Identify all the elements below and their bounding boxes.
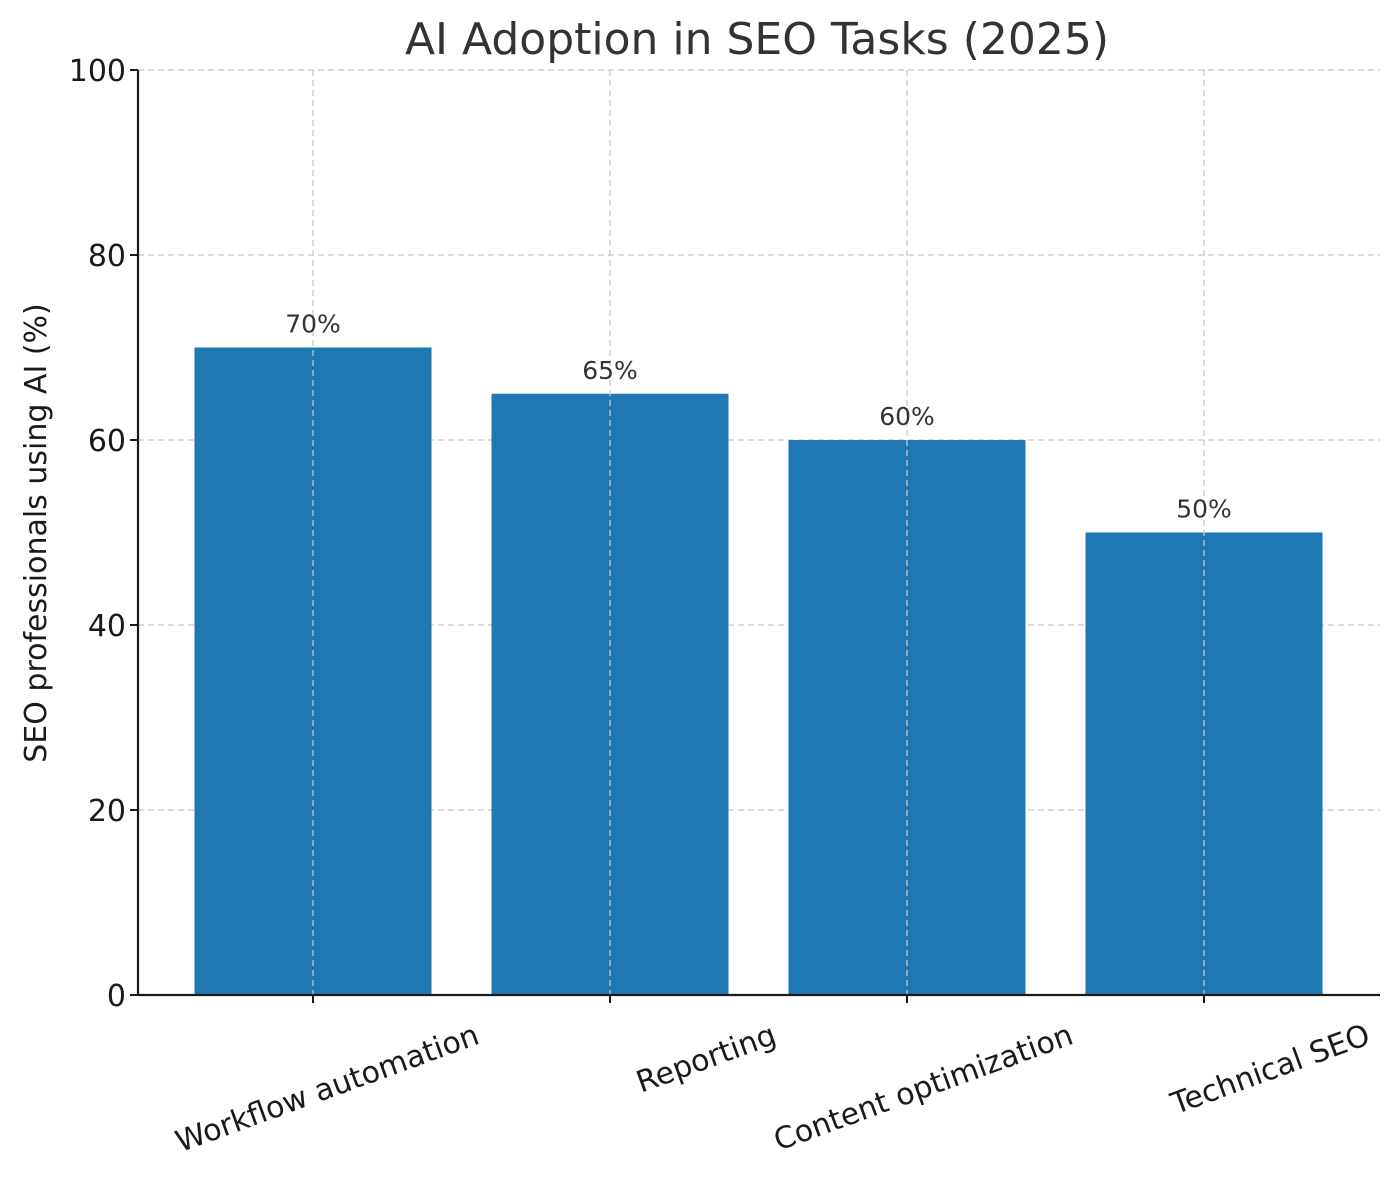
y-tick-label: 0: [107, 979, 126, 1014]
x-category-label: Reporting: [632, 1018, 781, 1101]
y-tick-label: 20: [88, 794, 126, 829]
chart-title: AI Adoption in SEO Tasks (2025): [405, 14, 1109, 65]
bars: [194, 347, 1323, 995]
y-ticks: 0 20 40 60 80 100: [69, 54, 1205, 1014]
x-category-label: Content optimization: [769, 1018, 1077, 1159]
y-axis-label: SEO professionals using AI (%): [19, 303, 54, 762]
data-labels: 70% 65% 60% 50%: [285, 70, 1232, 995]
data-label: 50%: [1176, 495, 1232, 524]
x-category-label: Workflow automation: [171, 1018, 484, 1160]
y-tick-label: 80: [88, 239, 126, 274]
y-tick-label: 40: [88, 609, 126, 644]
data-label: 60%: [879, 402, 935, 431]
y-tick-label: 60: [88, 424, 126, 459]
x-category-label: Technical SEO: [1166, 1018, 1375, 1123]
data-label: 70%: [285, 310, 341, 339]
data-label: 65%: [582, 356, 638, 385]
y-tick-label: 100: [69, 54, 126, 89]
